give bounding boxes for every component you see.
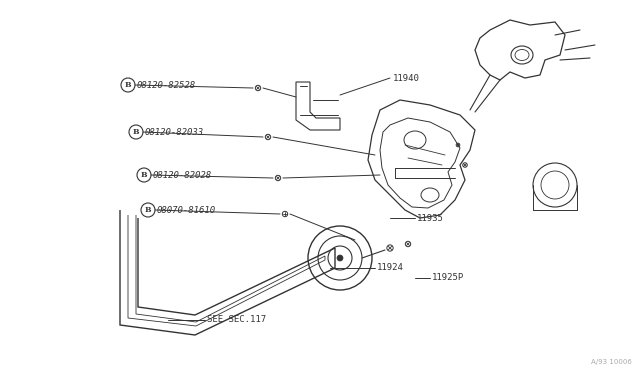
Text: B: B xyxy=(145,206,151,214)
Text: 11935: 11935 xyxy=(417,214,444,222)
Text: 08120-82033: 08120-82033 xyxy=(145,128,204,137)
Text: 11925P: 11925P xyxy=(432,273,464,282)
Text: 11924: 11924 xyxy=(377,263,404,273)
Text: 08120-82528: 08120-82528 xyxy=(137,80,196,90)
Circle shape xyxy=(337,255,343,261)
Text: B: B xyxy=(141,171,147,179)
Text: SEE SEC.117: SEE SEC.117 xyxy=(207,315,266,324)
Text: B: B xyxy=(132,128,140,136)
Text: 08120-82028: 08120-82028 xyxy=(153,170,212,180)
Text: A/93 10006: A/93 10006 xyxy=(591,359,632,365)
Text: 08070-81610: 08070-81610 xyxy=(157,205,216,215)
Text: 11940: 11940 xyxy=(393,74,420,83)
Text: B: B xyxy=(125,81,131,89)
